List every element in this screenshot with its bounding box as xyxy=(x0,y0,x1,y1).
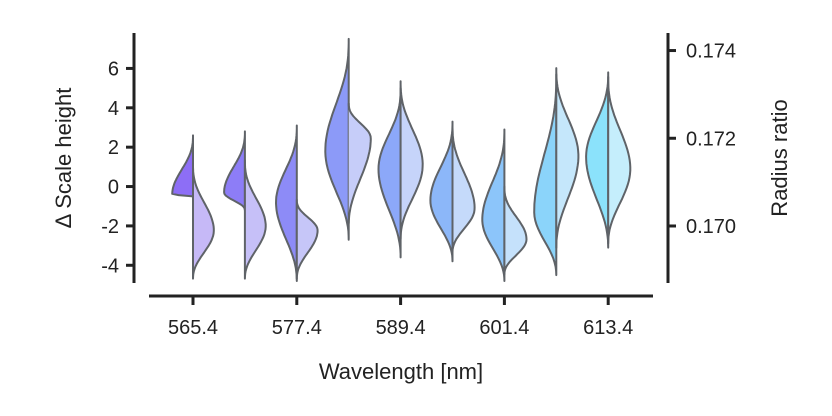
violin-589.4 xyxy=(377,80,424,259)
violin-613.4 xyxy=(585,71,632,249)
violin-layer xyxy=(171,37,632,282)
x-tick-label: 613.4 xyxy=(583,317,633,339)
violin-601.4 xyxy=(481,128,528,282)
x-tick-label: 565.4 xyxy=(168,317,218,339)
violin-left-half-scale-height xyxy=(481,128,506,282)
x-ticks: 565.4 577.4 589.4 601.4 613.4 xyxy=(168,296,633,339)
violin-571.4 xyxy=(223,130,267,280)
left-y-tick-label: -4 xyxy=(101,255,119,277)
violin-right-half-radius-ratio xyxy=(295,198,319,280)
violin-right-half-radius-ratio xyxy=(192,163,215,280)
left-y-axis-title: Δ Scale height xyxy=(51,88,76,229)
violin-left-half-scale-height xyxy=(171,134,194,198)
violin-left-half-scale-height xyxy=(223,130,246,212)
violin-right-half-radius-ratio xyxy=(607,75,632,245)
violin-577.4 xyxy=(275,124,319,282)
x-tick-label: 577.4 xyxy=(272,317,322,339)
x-tick-label: 589.4 xyxy=(376,317,426,339)
left-y-tick-label: 6 xyxy=(108,58,119,80)
left-y-tick-label: 4 xyxy=(108,98,119,120)
violin-595.4 xyxy=(429,120,476,263)
violin-left-half-scale-height xyxy=(429,120,454,263)
left-y-tick-label: 0 xyxy=(108,177,119,199)
violin-left-half-scale-height xyxy=(533,73,558,277)
violin-left-half-scale-height xyxy=(585,71,610,249)
violin-left-half-scale-height xyxy=(324,37,350,241)
right-y-axis-title: Radius ratio xyxy=(767,99,792,216)
violin-565.4 xyxy=(171,134,215,280)
violin-left-half-scale-height xyxy=(377,87,402,259)
violin-right-half-radius-ratio xyxy=(555,67,580,249)
left-y-ticks: -4 -2 0 2 4 6 xyxy=(101,58,134,277)
violin-607.4 xyxy=(533,67,580,277)
right-y-ticks: 0.170 0.172 0.174 xyxy=(668,41,736,238)
violin-right-half-radius-ratio xyxy=(451,124,476,254)
x-tick-label: 601.4 xyxy=(479,317,529,339)
x-axis-title: Wavelength [nm] xyxy=(319,359,483,384)
right-y-tick-label: 0.170 xyxy=(686,216,736,238)
violin-right-half-radius-ratio xyxy=(347,103,372,224)
violin-right-half-radius-ratio xyxy=(243,159,267,280)
left-y-tick-label: -2 xyxy=(101,216,119,238)
violin-left-half-scale-height xyxy=(275,124,298,282)
right-y-tick-label: 0.174 xyxy=(686,41,736,63)
violin-right-half-radius-ratio xyxy=(399,80,424,241)
violin-583.4 xyxy=(324,37,372,241)
violin-right-half-radius-ratio xyxy=(503,185,528,276)
left-y-tick-label: 2 xyxy=(108,137,119,159)
right-y-tick-label: 0.172 xyxy=(686,128,736,150)
